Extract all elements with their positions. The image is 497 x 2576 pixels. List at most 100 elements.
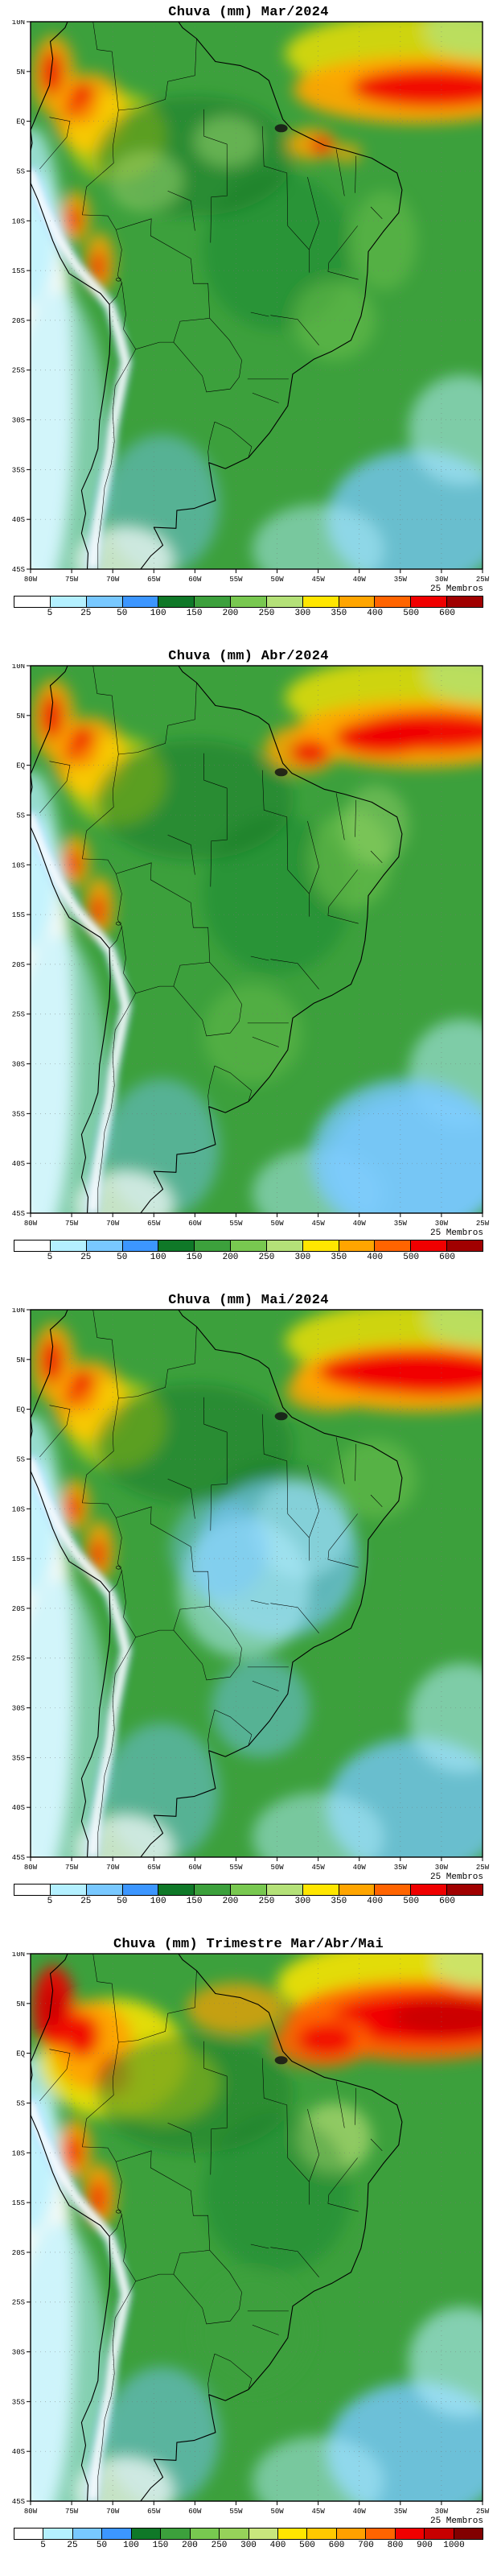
marajo-island-mark — [274, 1412, 288, 1421]
colorbar-segment — [194, 596, 232, 608]
colorbar-segment — [374, 596, 412, 608]
lon-label: 75W — [65, 1220, 79, 1228]
colorbar-segment — [338, 596, 376, 608]
precip-blob — [41, 1338, 63, 1383]
andes-dry-strip — [31, 2097, 133, 2501]
colorbar-segment — [194, 1240, 232, 1252]
precip-blob — [252, 504, 384, 569]
lon-label: 50W — [270, 1864, 284, 1872]
colorbar-segment — [230, 1884, 267, 1896]
colorbar-tick: 500 — [403, 1253, 420, 1262]
colorbar-tick: 100 — [150, 1253, 166, 1262]
lat-label: 35S — [12, 2398, 25, 2406]
marajo-island-mark — [274, 768, 288, 777]
ensemble-members-label: 25 Membros — [429, 584, 483, 594]
precip-field — [31, 666, 483, 1213]
lon-label: 70W — [106, 576, 120, 584]
colorbar-tick: 200 — [222, 609, 239, 618]
lon-label: 35W — [394, 1864, 408, 1872]
colorbar-segment — [121, 1884, 159, 1896]
lon-label: 35W — [394, 576, 408, 584]
precip-map-svg-trimestre: 10N 5N EQ 5S 10S 15S 20S 25S 30S 35S 40S 45S 80W 75W 7… — [12, 1952, 490, 2516]
precip-blob — [65, 850, 81, 877]
colorbar-segment — [14, 1884, 51, 1896]
axis-ticks — [27, 1309, 483, 1861]
lon-label: 60W — [188, 1220, 202, 1228]
lon-label: 60W — [188, 1864, 202, 1872]
lon-label: 70W — [106, 2508, 120, 2516]
lat-label: EQ — [16, 1406, 25, 1414]
precip-blob — [90, 1538, 105, 1571]
lon-label: 80W — [24, 1864, 38, 1872]
lon-label: 25W — [476, 1220, 490, 1228]
lat-label: 45S — [12, 2498, 25, 2506]
lon-label: 35W — [394, 2508, 408, 2516]
lat-label: 5S — [16, 167, 25, 175]
precip-field — [31, 1310, 483, 1857]
colorbar-tick: 200 — [182, 2541, 198, 2550]
colorbar-segment — [302, 596, 339, 608]
colorbar-segment — [394, 2528, 425, 2540]
precip-blob — [310, 136, 334, 155]
lon-label: 50W — [270, 1220, 284, 1228]
precip-blob — [425, 666, 483, 702]
lon-label: 45W — [312, 576, 326, 584]
panel-abr-2024: Chuva (mm) Abr/2024 10N 5N EQ 5S 10S 15S 20S 25… — [0, 644, 497, 1288]
colorbar-segment — [14, 2528, 44, 2540]
colorbar-tick-labels: 5 25 50 100 150 200 250 300 400 500 600 700 800 900 10… — [14, 2540, 483, 2553]
lat-label: 5S — [16, 1455, 25, 1463]
colorbar-segment — [265, 596, 303, 608]
colorbar-segment — [306, 2528, 337, 2540]
colorbar-segment — [410, 596, 448, 608]
lat-label: EQ — [16, 2050, 25, 2058]
axis-labels: 10N 5N EQ 5S 10S 15S 20S 25S 30S 35S 40S 45S 80W 75W 7… — [12, 664, 490, 1228]
lake-titicaca-outline — [116, 1565, 121, 1570]
colorbar-tick: 700 — [358, 2541, 374, 2550]
precip-blob — [409, 2306, 483, 2417]
colorbar-segment — [14, 1240, 51, 1252]
lake-titicaca-outline — [116, 921, 121, 926]
colorbar-segment — [160, 2528, 191, 2540]
colorbar-tick: 500 — [403, 1897, 420, 1906]
precip-map-svg-mai: 10N 5N EQ 5S 10S 15S 20S 25S 30S 35S 40S 45S 80W 75W 7… — [12, 1308, 490, 1872]
colorbar-segment — [277, 2528, 308, 2540]
colorbar-tick: 1000 — [443, 2541, 465, 2550]
lon-label: 45W — [312, 1220, 326, 1228]
lat-label: 35S — [12, 466, 25, 474]
precip-blob — [335, 719, 433, 756]
precip-blob — [90, 250, 105, 283]
precip-blob — [252, 2436, 384, 2501]
colorbar-segment — [248, 2528, 278, 2540]
precip-blob — [64, 2136, 82, 2168]
lon-label: 45W — [312, 1864, 326, 1872]
lon-label: 25W — [476, 2508, 490, 2516]
lon-label: 65W — [147, 2508, 161, 2516]
andes-dry-strip — [31, 165, 133, 569]
precip-blob — [298, 2023, 355, 2056]
lat-label: EQ — [16, 118, 25, 126]
precip-blob — [335, 1439, 417, 1519]
colorbar-tick: 350 — [331, 609, 347, 618]
precip-blob — [90, 894, 105, 927]
colorbar-segment — [374, 1240, 412, 1252]
precip-blob — [170, 1498, 269, 1599]
colorbar-segment — [158, 1240, 195, 1252]
coastline — [30, 21, 403, 570]
lat-label: 30S — [12, 1061, 25, 1069]
colorbar-tick: 5 — [47, 1897, 53, 1906]
lat-label: 5N — [16, 712, 25, 720]
colorbar-tick: 600 — [328, 2541, 345, 2550]
ensemble-members-label: 25 Membros — [429, 2516, 483, 2526]
colorbar-tick: 200 — [222, 1897, 239, 1906]
colorbar-segment — [424, 2528, 454, 2540]
lon-label: 80W — [24, 1220, 38, 1228]
colorbar-tick: 400 — [367, 609, 384, 618]
precip-blob — [409, 1662, 483, 1773]
precip-blob — [290, 739, 330, 766]
colorbar-tick: 300 — [240, 2541, 257, 2550]
colorbar-segment — [446, 596, 483, 608]
lat-label: 25S — [12, 367, 25, 375]
colorbar-segment — [72, 2528, 103, 2540]
colorbar-tick: 5 — [47, 609, 53, 618]
colorbar-segment — [219, 2528, 249, 2540]
